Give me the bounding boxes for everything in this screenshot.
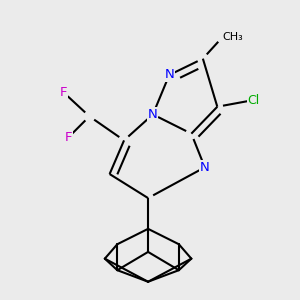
Text: CH₃: CH₃ (222, 32, 243, 43)
Text: N: N (164, 68, 174, 82)
Text: N: N (200, 161, 210, 174)
Text: Cl: Cl (248, 94, 260, 106)
Text: N: N (148, 108, 158, 121)
Text: F: F (60, 86, 67, 99)
Text: F: F (64, 131, 72, 144)
